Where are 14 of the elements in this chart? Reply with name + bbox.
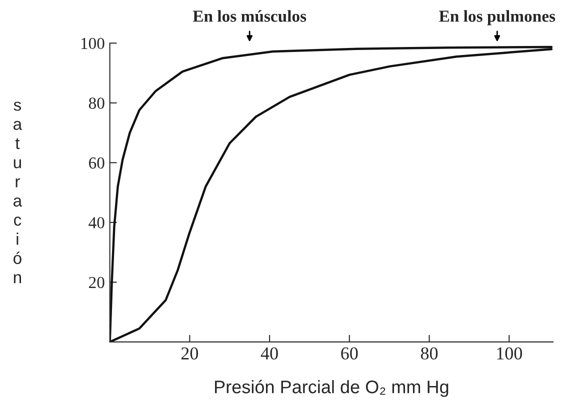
y-tick-label: 60 [89,157,104,169]
x-tick-label: 20 [181,347,198,360]
annotation: En los músculos [192,10,306,22]
y-tick-label: 80 [88,98,104,109]
x-axis-title: Presión Parcial de O₂ mm Hg [215,380,448,397]
annotation: En los pulmones [439,10,556,26]
x-tick-label: 40 [260,347,278,360]
x-tick-label: 80 [420,347,438,360]
text: saturación [14,102,22,284]
y-tick-label: 100 [81,38,104,50]
x-tick-label: 100 [497,347,522,360]
y-tick-label: 40 [88,217,104,228]
y-tick-label: 20 [89,276,104,288]
x-tick-label: 60 [341,347,358,360]
